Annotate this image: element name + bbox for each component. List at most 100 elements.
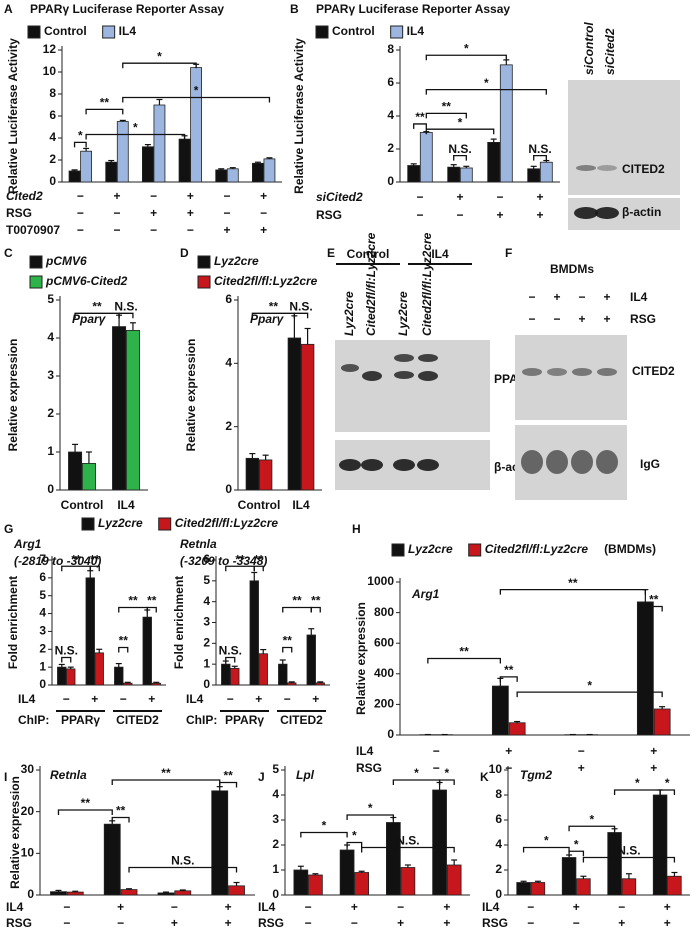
- bar: [94, 652, 104, 686]
- row-label: Cited2: [6, 189, 43, 203]
- bar: [607, 832, 622, 896]
- significance-label: **: [459, 645, 469, 659]
- significance-bracket: [293, 312, 309, 319]
- error-bar: [144, 144, 151, 147]
- y-tick-label: 4: [47, 330, 54, 344]
- row-value: −: [578, 744, 585, 758]
- row-value: −: [150, 189, 157, 203]
- significance-label: **: [71, 552, 81, 566]
- significance-bracket: [425, 54, 507, 61]
- bar: [278, 663, 288, 686]
- significance-label: *: [414, 766, 419, 780]
- significance-label: *: [78, 129, 83, 143]
- row-value: +: [117, 900, 124, 914]
- error-bar: [254, 161, 261, 164]
- bar: [419, 132, 433, 183]
- significance-label: *: [368, 801, 373, 815]
- error-bar: [530, 165, 537, 169]
- error-bar: [55, 889, 62, 892]
- group-label: IL4: [431, 247, 449, 261]
- significance-label: **: [81, 796, 91, 810]
- significance-label: **: [116, 804, 126, 818]
- lane-label: Lyz2cre: [396, 291, 410, 336]
- row-value: −: [618, 900, 625, 914]
- x-tick-label: Control: [238, 498, 281, 512]
- error-bar: [119, 119, 126, 122]
- error-bar: [463, 165, 470, 168]
- y-tick-label: 6: [203, 552, 210, 566]
- bar: [151, 682, 161, 686]
- error-bar: [266, 157, 273, 159]
- bar: [105, 161, 118, 183]
- legend-swatch: [315, 25, 329, 39]
- y-axis-label: Relative expression: [8, 776, 22, 889]
- y-tick-label: 2: [387, 141, 394, 155]
- y-tick-label: 6: [49, 108, 56, 122]
- y-tick-label: 0: [49, 174, 56, 188]
- error-bar: [87, 570, 94, 578]
- significance-label: *: [157, 49, 162, 63]
- significance-bracket: [582, 856, 676, 863]
- error-bar: [262, 454, 269, 460]
- row-value: +: [171, 916, 178, 930]
- row-value: +: [113, 189, 120, 203]
- significance-bracket: [533, 154, 547, 161]
- significance-label: *: [458, 115, 463, 129]
- y-tick-label: 4: [39, 606, 46, 620]
- blot-band: [574, 207, 598, 219]
- significance-bracket: [118, 646, 129, 653]
- row-value: +: [618, 916, 625, 930]
- row-value: +: [573, 900, 580, 914]
- row-value: −: [416, 190, 423, 204]
- error-bar: [71, 169, 78, 171]
- bar: [432, 789, 447, 896]
- significance-bracket: [282, 646, 293, 653]
- bar: [487, 141, 501, 183]
- row-value: −: [528, 290, 535, 304]
- region-label: (-2819 to -3040): [14, 554, 101, 568]
- bar: [447, 166, 461, 183]
- legend-swatch: [391, 543, 405, 557]
- significance-bracket: [225, 656, 236, 663]
- blot-band: [546, 450, 568, 474]
- row-value: +: [456, 190, 463, 204]
- bar: [508, 722, 526, 736]
- significance-label: *: [464, 41, 469, 55]
- bar: [157, 892, 175, 896]
- blot-band: [576, 165, 596, 171]
- error-bar: [260, 648, 267, 654]
- row-value: −: [223, 206, 230, 220]
- significance-bracket: [644, 605, 663, 612]
- blot-band: [571, 450, 593, 474]
- y-tick-label: 0: [39, 677, 46, 691]
- row-value: −: [63, 692, 70, 706]
- significance-label: *: [589, 812, 594, 826]
- row-value: +: [187, 206, 194, 220]
- bar: [287, 682, 297, 686]
- row-value: −: [227, 692, 234, 706]
- significance-bracket: [85, 108, 124, 115]
- error-bar: [520, 880, 527, 883]
- gene-label: Lpl: [296, 768, 315, 782]
- y-tick-label: 12: [43, 42, 57, 56]
- row-value: −: [456, 208, 463, 222]
- row-value: −: [553, 312, 560, 326]
- significance-bracket: [568, 850, 585, 857]
- error-bar: [279, 659, 286, 665]
- bar: [245, 457, 260, 491]
- bar: [527, 168, 541, 183]
- gene-label: Pparγ: [72, 312, 107, 326]
- y-tick-label: 0: [203, 677, 210, 691]
- y-tick-label: 200: [374, 697, 394, 711]
- chip-label: ChIP:: [18, 713, 49, 727]
- row-value: −: [496, 190, 503, 204]
- panel-letter: B: [290, 2, 299, 16]
- y-tick-label: 4: [49, 130, 56, 144]
- significance-bracket: [85, 133, 186, 140]
- bar: [85, 577, 95, 686]
- blot-band: [596, 450, 618, 474]
- significance-label: *: [352, 829, 357, 843]
- gene-label: Arg1: [411, 587, 440, 601]
- significance-label: **: [415, 110, 425, 124]
- row-value: +: [312, 692, 319, 706]
